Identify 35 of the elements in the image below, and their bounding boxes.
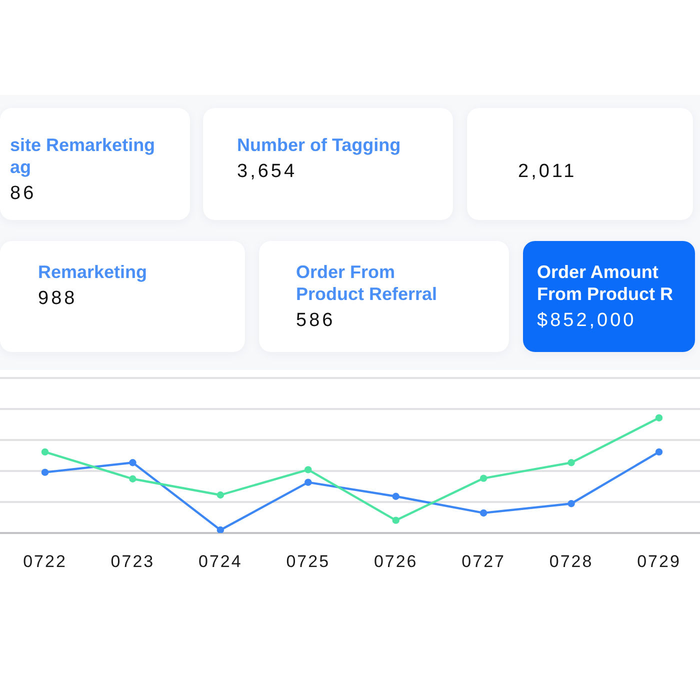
point [655,414,663,422]
x-tick-label: 0726 [374,552,418,572]
point [304,466,312,474]
text: 586 [296,309,336,333]
point [216,526,224,533]
text: Order Amount From Product R [537,261,674,305]
text: Remarketing [38,261,148,283]
text: 2,011 [518,160,578,184]
point [304,478,312,486]
x-tick-label: 0729 [637,552,681,572]
point [129,475,136,482]
x-tick-label: 0728 [549,552,594,572]
text: 988 [38,287,78,311]
point [41,468,49,476]
x-tick-label: 0727 [462,552,506,572]
point [655,448,663,456]
x-tick-label: 0725 [286,552,330,572]
text: 86 [10,182,38,206]
x-tick-label: 0722 [23,552,67,572]
text: $852,000 [537,309,638,333]
x-tick-label: 0723 [110,552,155,572]
point [216,491,224,499]
point [392,516,400,524]
text: 3,654 [237,160,298,184]
point [568,459,575,466]
x-tick-label: 0724 [198,552,242,572]
text: Order From Product Referral [296,261,438,305]
point [392,492,400,500]
point [41,448,49,456]
point [480,509,488,517]
text: site Remarketing ag [10,134,156,178]
point [568,500,575,508]
text: Number of Tagging [237,134,402,156]
point [129,459,136,466]
point [480,474,488,482]
